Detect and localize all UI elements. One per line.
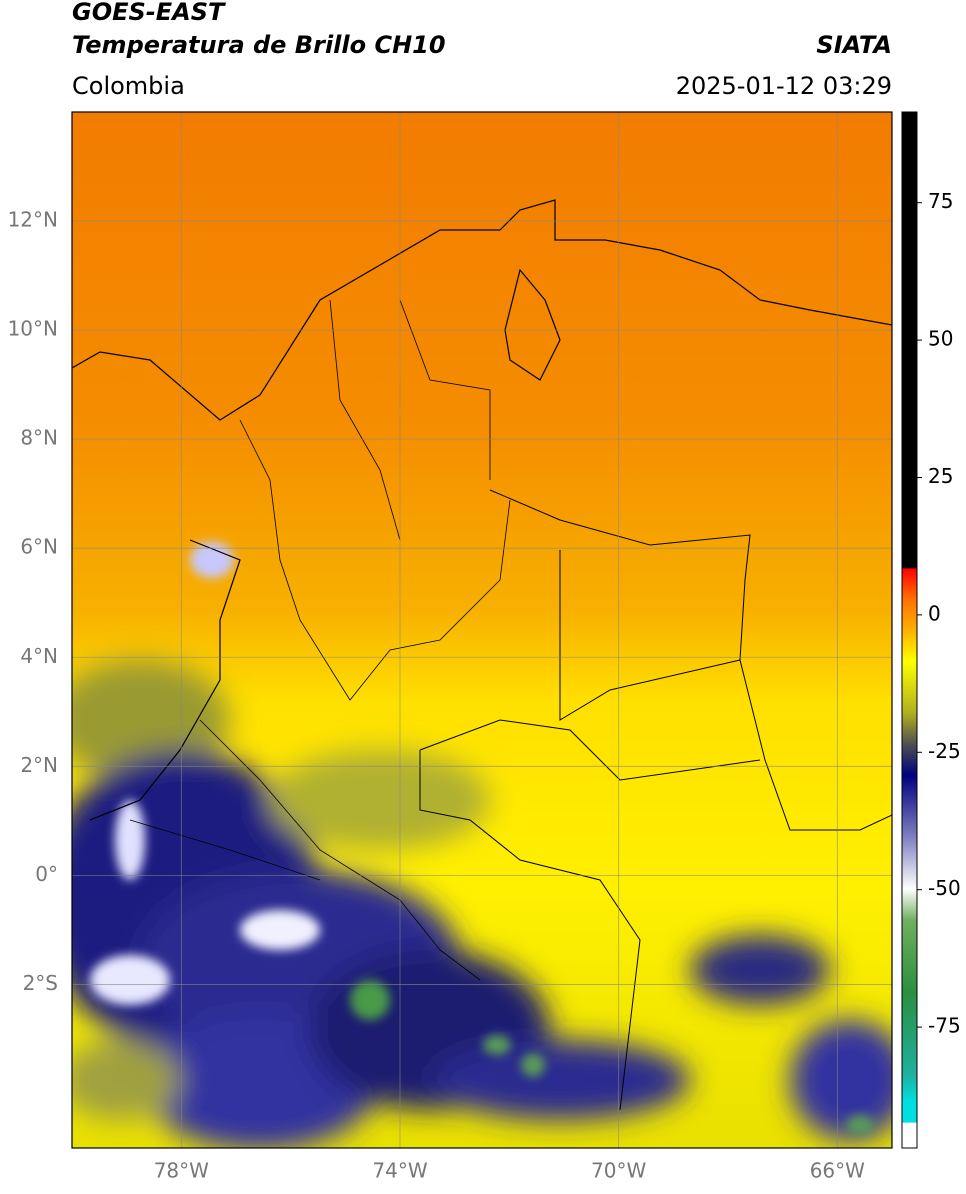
- lat-label: 2°N: [20, 753, 58, 777]
- colorbar-tick-label: -75: [928, 1014, 961, 1038]
- subtitle: Temperatura de Brillo CH10: [72, 31, 446, 59]
- colorbar-tick-label: -25: [928, 739, 961, 763]
- region: Colombia: [72, 72, 185, 100]
- lon-label: 70°W: [591, 1159, 646, 1183]
- imagery: [72, 112, 892, 1148]
- title: GOES-EAST: [72, 0, 226, 26]
- colorbar-tick-label: 0: [928, 601, 941, 625]
- lat-label: 12°N: [8, 208, 58, 232]
- colorbar-tick-label: -50: [928, 876, 961, 900]
- lat-label: 8°N: [20, 426, 58, 450]
- lat-label: 10°N: [8, 317, 58, 341]
- colorbar-tick-label: 25: [928, 464, 953, 488]
- colorbar: [901, 111, 918, 1149]
- map-frame: [71, 111, 893, 1149]
- graticule: [72, 112, 892, 1148]
- lat-label: 0°: [35, 862, 58, 886]
- lat-label: 4°N: [20, 644, 58, 668]
- timestamp: 2025-01-12 03:29: [676, 72, 892, 100]
- colorbar-tick-label: 75: [928, 189, 953, 213]
- lat-label: 6°N: [20, 535, 58, 559]
- lon-label: 66°W: [810, 1159, 865, 1183]
- colorbar-tick-label: 50: [928, 327, 953, 351]
- source: SIATA: [816, 31, 892, 59]
- lat-label: 2°S: [23, 971, 58, 995]
- lon-label: 74°W: [372, 1159, 427, 1183]
- lon-label: 78°W: [154, 1159, 209, 1183]
